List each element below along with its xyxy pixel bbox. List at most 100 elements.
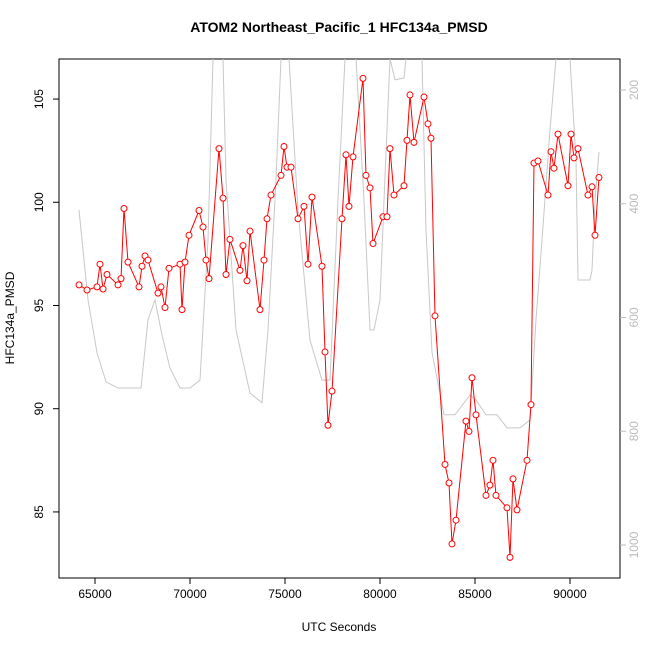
data-point <box>120 204 128 212</box>
data-point <box>591 231 599 239</box>
series-line <box>78 78 600 558</box>
data-point <box>321 348 329 356</box>
data-point <box>503 504 511 512</box>
y-tick-label: 105 <box>32 89 46 109</box>
data-point <box>103 271 111 279</box>
data-point <box>486 481 494 489</box>
data-point <box>472 411 480 419</box>
data-point <box>386 145 394 153</box>
data-point <box>328 387 336 395</box>
data-point <box>588 183 596 191</box>
data-point <box>99 285 107 293</box>
data-point <box>157 283 165 291</box>
data-point <box>199 223 207 231</box>
data-point <box>75 281 83 289</box>
data-point <box>114 281 122 289</box>
data-point <box>345 202 353 210</box>
data-point <box>178 306 186 314</box>
data-point <box>195 207 203 215</box>
x-axis-label: UTC Seconds <box>302 620 377 634</box>
data-point <box>215 145 223 153</box>
data-point <box>342 151 350 159</box>
data-point <box>509 475 517 483</box>
data-point <box>527 401 535 409</box>
data-point <box>260 256 268 264</box>
y-tick-label: 85 <box>32 505 46 519</box>
data-point <box>554 130 562 138</box>
data-point <box>390 191 398 199</box>
data-point <box>222 271 230 279</box>
data-point <box>93 283 101 291</box>
data-point <box>144 256 152 264</box>
data-point <box>263 215 271 223</box>
data-point <box>567 130 575 138</box>
y-tick-label: 90 <box>32 402 46 416</box>
data-point <box>570 154 578 162</box>
data-point <box>574 145 582 153</box>
series-line <box>78 59 600 429</box>
data-point <box>547 148 555 156</box>
data-point <box>452 516 460 524</box>
data-point <box>338 215 346 223</box>
data-point <box>205 275 213 283</box>
data-point <box>161 304 169 312</box>
data-point <box>83 286 91 294</box>
data-point <box>239 242 247 250</box>
data-point <box>359 74 367 82</box>
x-tick-label: 85000 <box>458 587 492 601</box>
data-point <box>400 182 408 190</box>
data-point <box>424 120 432 128</box>
data-point <box>165 264 173 272</box>
data-point <box>202 256 210 264</box>
data-point <box>403 136 411 144</box>
plot-area <box>75 59 603 561</box>
data-point <box>226 235 234 243</box>
data-point <box>448 540 456 548</box>
data-point <box>482 491 490 499</box>
data-point <box>138 262 146 270</box>
x-tick-label: 70000 <box>173 587 207 601</box>
data-point <box>117 275 125 283</box>
data-point <box>267 191 275 199</box>
data-point <box>154 289 162 297</box>
data-point <box>349 153 357 161</box>
y2-tick-label: 400 <box>627 193 641 213</box>
x-tick-label: 75000 <box>268 587 302 601</box>
data-point <box>550 164 558 172</box>
data-point <box>427 134 435 142</box>
data-point <box>277 171 285 179</box>
data-point <box>492 491 500 499</box>
data-point <box>523 456 531 464</box>
y-tick-label: 100 <box>32 192 46 212</box>
x-tick-label: 90000 <box>553 587 587 601</box>
data-point <box>294 215 302 223</box>
x-tick-label: 80000 <box>363 587 397 601</box>
data-point <box>534 157 542 165</box>
data-point <box>544 191 552 199</box>
data-point <box>420 93 428 101</box>
data-point <box>513 506 521 514</box>
data-point <box>383 213 391 221</box>
y-tick-label: 95 <box>32 298 46 312</box>
data-point <box>406 91 414 99</box>
data-point <box>135 283 143 291</box>
data-point <box>489 456 497 464</box>
data-point <box>256 306 264 314</box>
data-point <box>236 266 244 274</box>
x-tick-label: 65000 <box>78 587 112 601</box>
y2-tick-label: 200 <box>627 80 641 100</box>
data-point <box>219 194 227 202</box>
plot-frame <box>58 58 621 579</box>
y-axis-label: HFC134a_PMSD <box>3 271 17 364</box>
data-point <box>445 479 453 487</box>
data-point <box>287 163 295 171</box>
data-point <box>96 260 104 268</box>
y2-tick-label: 1000 <box>627 531 641 558</box>
data-point <box>308 193 316 201</box>
chart-title: ATOM2 Northeast_Pacific_1 HFC134a_PMSD <box>190 19 487 35</box>
data-point <box>280 143 288 151</box>
data-point <box>246 227 254 235</box>
data-point <box>564 182 572 190</box>
data-point <box>300 202 308 210</box>
